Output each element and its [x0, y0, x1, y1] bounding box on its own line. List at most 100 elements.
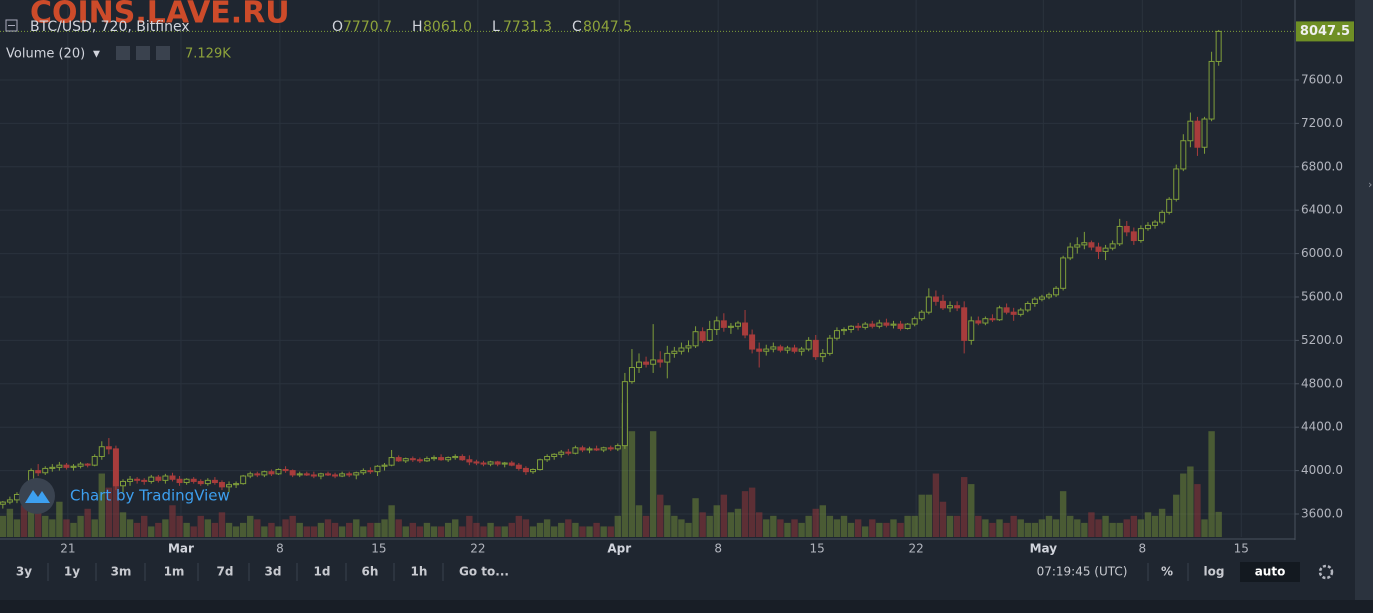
candle-body [431, 457, 438, 460]
candle-body [105, 446, 112, 450]
eye-icon[interactable] [116, 46, 130, 60]
volume-bar [1059, 491, 1067, 537]
volume-bar [621, 403, 629, 537]
volume-bar [869, 519, 876, 537]
candle-body [402, 458, 409, 462]
volume-bar [911, 515, 918, 537]
candle-body [819, 352, 826, 358]
candle-body [1180, 140, 1187, 170]
close-icon[interactable] [156, 46, 170, 60]
percent-button[interactable]: % [1161, 565, 1173, 579]
settings-gear[interactable] [1318, 564, 1334, 580]
volume-bar [572, 522, 579, 537]
range-button[interactable]: 1d [314, 565, 331, 579]
volume-bar [741, 491, 749, 537]
volume-bar [77, 515, 84, 537]
candle-body [1201, 118, 1208, 148]
volume-bar [550, 526, 558, 537]
volume-bar [692, 498, 699, 537]
candle-body [134, 478, 141, 481]
volume-bar [282, 519, 289, 537]
candle-body [452, 455, 459, 459]
candle-body [855, 325, 862, 328]
goto-button[interactable]: Go to... [459, 565, 509, 579]
dropdown-arrow[interactable]: ▼ [93, 50, 100, 60]
range-button[interactable]: 1m [164, 565, 185, 579]
x-tick-label: 22 [908, 542, 923, 556]
range-button[interactable]: 3y [16, 565, 32, 579]
candle-body [487, 461, 494, 465]
volume-bar [939, 501, 947, 537]
symbol-title: BTC/USD, 720, Bitfinex [30, 19, 190, 35]
candle-body [678, 347, 685, 352]
volume-bar [1088, 512, 1095, 537]
volume-bar [565, 519, 572, 537]
settings-icon[interactable] [136, 46, 150, 60]
collapse-icon[interactable] [5, 19, 18, 32]
volume-bar [536, 522, 544, 537]
candle-body [1038, 296, 1045, 300]
volume-bar [211, 522, 219, 537]
log-button[interactable]: log [1204, 565, 1225, 579]
volume-bar [678, 519, 685, 537]
volume-bar [133, 522, 141, 537]
volume-bar [1194, 484, 1201, 537]
candle-body [416, 459, 423, 462]
range-button[interactable]: 1y [64, 565, 80, 579]
candle-body [1215, 30, 1222, 62]
volume-bar [1003, 522, 1010, 537]
candle-layer [0, 29, 1295, 509]
candle-body [1208, 60, 1215, 120]
volume-bar [310, 526, 318, 537]
candle-body [798, 348, 805, 352]
volume-bar [748, 487, 756, 537]
range-button[interactable]: 7d [217, 565, 234, 579]
y-tick-label: 6000.0 [1301, 246, 1343, 260]
candle-body [883, 322, 890, 326]
candle-body [1053, 287, 1060, 296]
volume-bar [1081, 522, 1088, 537]
candle-body [706, 329, 713, 341]
ohlc-key: H [412, 19, 423, 35]
volume-bar [862, 526, 869, 537]
volume-bar [430, 526, 438, 537]
range-button[interactable]: 6h [362, 565, 379, 579]
bottom-strip [0, 600, 1373, 613]
x-tick-label: Apr [607, 542, 631, 556]
volume-bar [444, 522, 452, 537]
volume-bar [1208, 431, 1215, 537]
range-button[interactable]: 3d [265, 565, 282, 579]
volume-bar [558, 522, 565, 537]
candle-body [63, 464, 70, 468]
volume-bar [770, 515, 777, 537]
volume-bar [487, 522, 494, 537]
candle-body [1031, 298, 1038, 304]
volume-bar [155, 522, 162, 537]
auto-button-bg[interactable] [1240, 562, 1300, 582]
x-tick-label: 8 [276, 542, 284, 556]
volume-bar [459, 526, 466, 537]
candle-body [939, 300, 946, 309]
candle-body [742, 322, 749, 336]
volume-bar [1201, 519, 1208, 537]
volume-bar [1151, 515, 1159, 537]
candle-body [918, 311, 925, 320]
ohlc-header: O 7770.7 H 8061.0 L 7731.3 C 8047.5 [332, 19, 632, 35]
volume-bar [586, 526, 593, 537]
candle-body [49, 466, 56, 469]
range-button[interactable]: 1h [411, 565, 428, 579]
candle-body [961, 307, 968, 341]
branding[interactable]: Chart by TradingView [70, 487, 230, 505]
y-tick-label: 7600.0 [1301, 72, 1343, 86]
candle-body [409, 458, 416, 461]
auto-button[interactable]: auto [1255, 565, 1286, 579]
range-button[interactable]: 3m [111, 565, 132, 579]
ohlc-value: 7770.7 [343, 19, 392, 35]
candle-body [862, 323, 869, 328]
candle-body [515, 464, 522, 469]
volume-bar [897, 522, 904, 537]
side-arrow[interactable]: › [1368, 178, 1372, 191]
volume-bar [755, 512, 763, 537]
candle-body [579, 447, 586, 451]
y-tick-label: 4000.0 [1301, 463, 1343, 477]
